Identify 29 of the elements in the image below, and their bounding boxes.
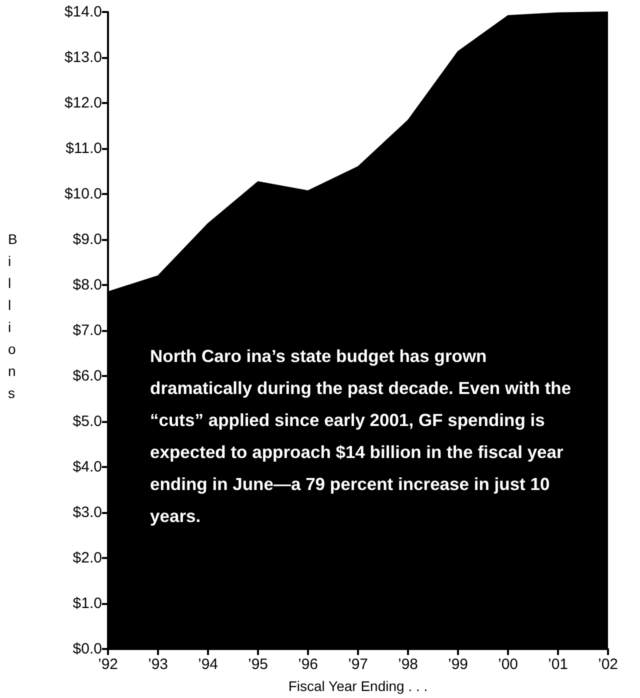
y-tick-label: $7.0 (72, 322, 102, 339)
x-tick-label: ’00 (498, 656, 518, 673)
y-tick-label: $5.0 (72, 413, 102, 430)
y-tick-label: $12.0 (64, 94, 102, 112)
y-tick-label: $2.0 (72, 550, 102, 566)
x-tick-label: ’01 (548, 656, 568, 673)
x-tick-label: ’97 (348, 656, 368, 673)
x-tick-label: ’94 (198, 656, 218, 673)
y-tick-label: $9.0 (72, 231, 102, 248)
y-tick-label: $11.0 (66, 140, 102, 157)
y-tick-label: $3.0 (72, 504, 102, 521)
x-tick-label: ’92 (98, 656, 118, 673)
x-tick-label: ’98 (398, 656, 418, 673)
x-tick-label: ’95 (248, 656, 268, 673)
x-tick-label: ’93 (148, 656, 168, 673)
x-tick-label: ’96 (298, 656, 318, 673)
annotation: North Caro ina’s state budget has grown dramatically during the past decade. Even with the “cuts” applied since early 2001, GF spending is expected to approach $14 billion in the fiscal year ending in June—a 79 percent increase in just 10 years. (150, 346, 576, 526)
y-tick-label: $1.0 (72, 595, 102, 612)
y-axis-title: Billions (8, 231, 18, 401)
y-tick-label: $14.0 (64, 4, 102, 20)
x-tick-label: ’99 (448, 656, 468, 673)
y-tick-label: $6.0 (72, 368, 102, 384)
x-axis-title: Fiscal Year Ending . . . (288, 678, 428, 694)
y-tick-label: $8.0 (72, 276, 102, 294)
y-tick-label: $0.0 (72, 640, 102, 658)
y-tick-label: $13.0 (64, 49, 102, 66)
x-tick-label: ’02 (598, 656, 618, 673)
y-tick-label: $4.0 (72, 458, 102, 476)
y-tick-label: $10.0 (64, 186, 102, 202)
